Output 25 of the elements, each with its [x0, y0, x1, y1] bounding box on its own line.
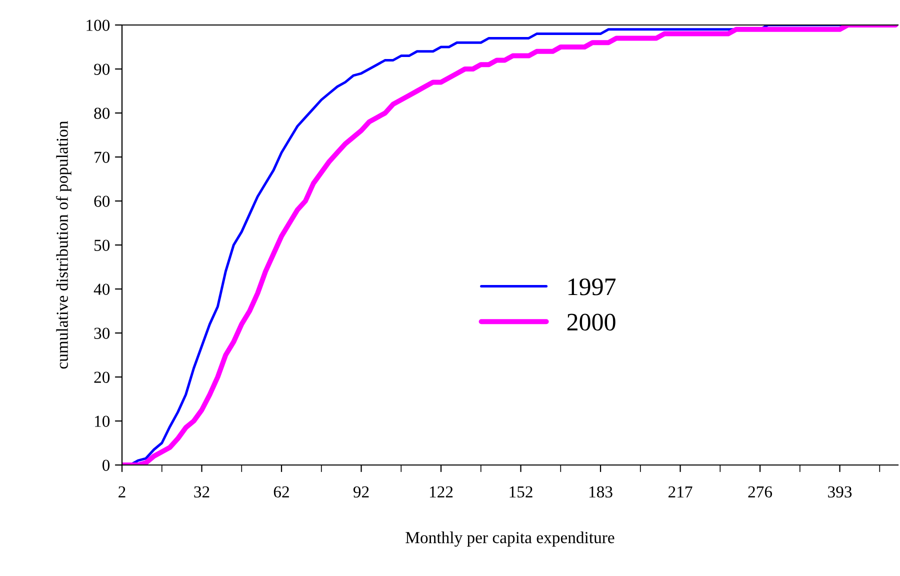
- y-tick-label: 10: [94, 416, 110, 427]
- y-tick-label: 40: [94, 284, 110, 295]
- y-tick-label: 30: [94, 328, 110, 339]
- x-tick-label: 62: [274, 486, 289, 498]
- legend-label: 2000: [567, 314, 616, 331]
- y-tick-label: 20: [94, 372, 110, 383]
- y-tick-label: 50: [94, 240, 110, 251]
- x-tick-label: 2: [118, 486, 126, 498]
- y-tick-label: 60: [94, 196, 110, 207]
- x-axis-title: Monthly per capita expenditure: [406, 532, 614, 547]
- x-tick-label: 122: [430, 486, 453, 498]
- x-tick-label: 32: [194, 486, 210, 498]
- x-tick-label: 393: [828, 486, 852, 498]
- x-tick-label: 217: [668, 486, 692, 498]
- y-tick-label: 70: [94, 152, 110, 163]
- y-tick-label: 90: [94, 64, 110, 75]
- y-tick-label: 0: [102, 460, 110, 471]
- x-tick-label: 92: [353, 486, 369, 498]
- x-tick-label: 183: [589, 486, 612, 498]
- y-tick-label: 100: [86, 20, 110, 31]
- x-tick-label: 276: [748, 486, 772, 498]
- x-tick-label: 152: [510, 486, 532, 498]
- legend-label: 1997: [568, 278, 616, 296]
- y-tick-label: 80: [94, 108, 110, 119]
- y-axis-title: cumulative distribution of population: [56, 120, 72, 369]
